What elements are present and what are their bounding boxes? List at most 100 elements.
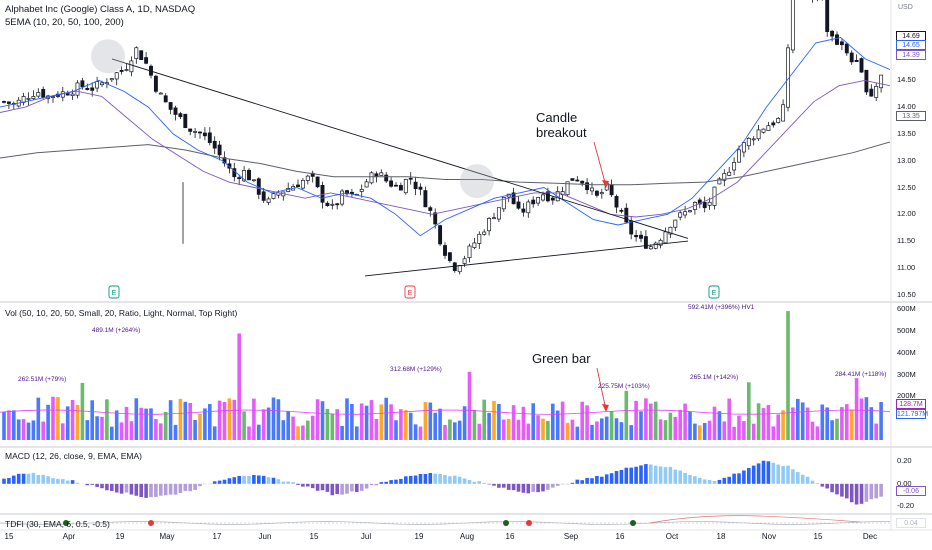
price-tick-label: 14.00 — [897, 102, 916, 112]
volume-bar — [820, 404, 825, 440]
volume-bar — [374, 418, 379, 440]
volume-bar — [227, 398, 232, 440]
ema-20-line — [0, 37, 891, 237]
volume-bar — [428, 402, 433, 440]
macd-bar — [859, 483, 864, 504]
volume-bar — [467, 371, 472, 440]
candle-body — [300, 180, 305, 189]
candle-body — [541, 194, 545, 201]
macd-bar — [315, 483, 320, 491]
macd-bar — [668, 466, 673, 484]
candle-body — [737, 149, 741, 163]
volume-bar — [144, 408, 148, 440]
trendline-lower — [364, 240, 689, 277]
macd-bar — [105, 483, 109, 491]
candle-body — [217, 144, 222, 156]
macd-bar — [168, 483, 173, 495]
macd-bar — [702, 479, 707, 484]
candle-body — [624, 207, 629, 223]
macd-bar — [536, 483, 540, 493]
volume-bar — [404, 410, 408, 440]
volume-bar — [707, 420, 712, 440]
candle-body — [472, 242, 477, 248]
volume-bar — [178, 398, 183, 440]
volume-label: 489.1M (+264%) — [92, 327, 141, 334]
macd-bar — [619, 469, 624, 484]
candle-body — [854, 59, 859, 62]
volume-bars — [2, 311, 883, 440]
macd-bar — [849, 483, 854, 503]
candle-body — [766, 125, 771, 131]
macd-bar — [100, 483, 104, 489]
tdfi-dot — [630, 520, 636, 526]
volume-bar — [712, 406, 717, 440]
candle-body — [85, 88, 90, 90]
volume-bar — [580, 401, 584, 440]
volume-bar — [212, 426, 217, 440]
volume-bar — [36, 397, 41, 440]
volume-bar — [840, 407, 844, 440]
macd-bar — [389, 480, 393, 484]
macd-bar — [237, 475, 241, 484]
macd-bar — [149, 483, 153, 498]
macd-bar — [56, 478, 60, 484]
volume-bar — [271, 397, 276, 440]
volume-bar — [75, 404, 80, 440]
candle-body — [462, 258, 467, 264]
macd-bar — [340, 483, 344, 495]
macd-tag: -0.06 — [896, 485, 926, 496]
volume-bar — [163, 411, 168, 440]
macd-bar — [879, 483, 883, 497]
macd-bar — [526, 483, 531, 494]
macd-bar — [41, 474, 45, 484]
volume-bar — [242, 411, 246, 440]
macd-bar — [781, 465, 785, 484]
candle-body — [438, 225, 443, 245]
candle-body — [599, 192, 604, 195]
volume-bar — [389, 404, 393, 440]
volume-label: 284.41M (+118%) — [835, 371, 887, 378]
macd-bar — [477, 481, 482, 484]
candle-body — [109, 78, 114, 81]
macd-bar — [506, 483, 511, 490]
volume-bar — [555, 410, 560, 440]
macd-bar — [698, 477, 702, 484]
macd-bar — [810, 480, 815, 484]
candle-body — [310, 172, 315, 177]
candle-body — [536, 197, 541, 204]
macd-bar — [776, 464, 780, 484]
candle-body — [790, 0, 795, 51]
volume-bar — [46, 404, 50, 440]
macd-bar — [408, 475, 413, 484]
volume-bar — [835, 418, 839, 440]
macd-bar — [541, 483, 545, 492]
macd-bar — [75, 482, 80, 484]
volume-bar — [609, 410, 614, 440]
candle-body — [251, 179, 256, 182]
macd-bar — [791, 469, 795, 484]
volume-bar — [56, 397, 60, 440]
candle-body — [134, 47, 139, 59]
volume-bar — [423, 402, 428, 440]
volume-bar — [21, 419, 26, 440]
macd-bar — [825, 483, 829, 489]
candle-body — [668, 226, 673, 235]
volume-bar — [595, 421, 599, 440]
macd-bar — [448, 476, 452, 484]
macd-bar — [355, 483, 359, 493]
macd-bar — [805, 476, 810, 484]
candle-body — [153, 75, 158, 92]
volume-bar — [565, 422, 570, 440]
macd-bar — [286, 481, 290, 484]
candle-body — [394, 184, 398, 187]
candle-body — [428, 207, 433, 211]
volume-bar — [129, 421, 134, 440]
volume-bar — [286, 411, 290, 440]
macd-bar — [472, 481, 477, 484]
time-tick-label: 15 — [813, 532, 823, 541]
macd-bar — [722, 477, 727, 484]
volume-bar — [359, 403, 364, 440]
volume-bar — [506, 418, 511, 440]
candle-body — [717, 178, 722, 185]
